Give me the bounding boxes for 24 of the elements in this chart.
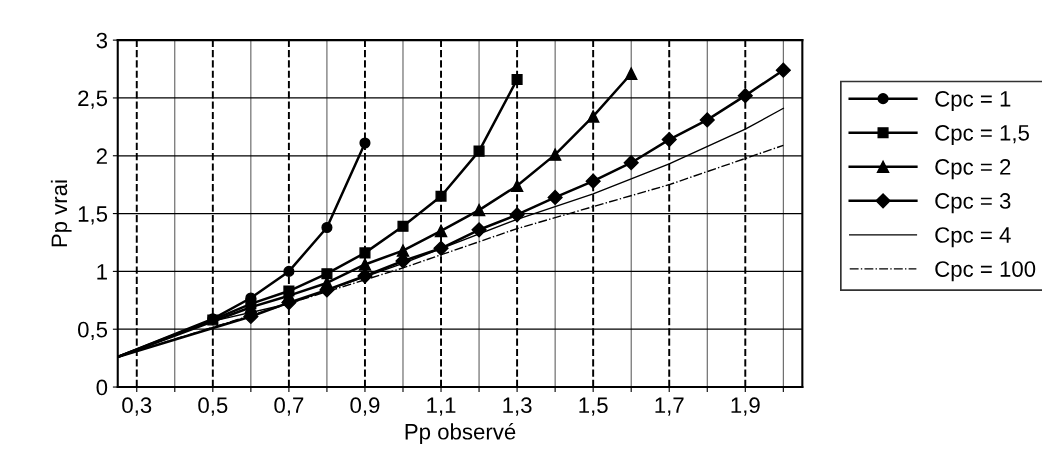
legend-label: Cpc = 3 bbox=[935, 193, 1011, 214]
legend-label: Cpc = 1 bbox=[935, 90, 1011, 112]
x-axis-title: Pp observé bbox=[405, 423, 516, 445]
y-tick-label: 0 bbox=[96, 379, 108, 396]
x-tick-label: 0,3 bbox=[122, 397, 152, 416]
legend-label: Cpc = 100 bbox=[935, 261, 1036, 282]
x-tick-label: 1,9 bbox=[731, 397, 760, 416]
x-tick-label: 1,1 bbox=[427, 397, 456, 416]
y-tick-label: 2 bbox=[96, 148, 107, 164]
x-tick-label: 0,9 bbox=[350, 397, 380, 416]
y-tick-label: 1 bbox=[97, 264, 107, 280]
y-axis-title: Pp vrai bbox=[50, 180, 72, 247]
legend-label: Cpc = 4 bbox=[935, 227, 1011, 248]
y-tick-label: 3 bbox=[96, 32, 108, 49]
legend-label: Cpc = 2 bbox=[935, 159, 1011, 180]
x-tick-label: 0,7 bbox=[274, 397, 304, 416]
y-tick-label: 2,5 bbox=[78, 90, 108, 109]
y-tick-label: 0,5 bbox=[78, 321, 108, 341]
x-tick-label: 0,5 bbox=[198, 397, 228, 416]
x-tick-label: 1,7 bbox=[655, 397, 684, 416]
legend-label: Cpc = 1,5 bbox=[935, 124, 1029, 146]
x-tick-label: 1,3 bbox=[503, 397, 532, 416]
y-tick-label: 1,5 bbox=[78, 206, 108, 225]
x-tick-label: 1,5 bbox=[579, 397, 608, 416]
